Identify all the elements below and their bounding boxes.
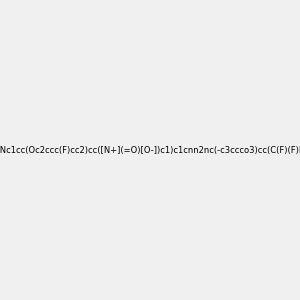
Text: O=C(Nc1cc(Oc2ccc(F)cc2)cc([N+](=O)[O-])c1)c1cnn2nc(-c3ccco3)cc(C(F)(F)F)c12: O=C(Nc1cc(Oc2ccc(F)cc2)cc([N+](=O)[O-])c…: [0, 146, 300, 154]
